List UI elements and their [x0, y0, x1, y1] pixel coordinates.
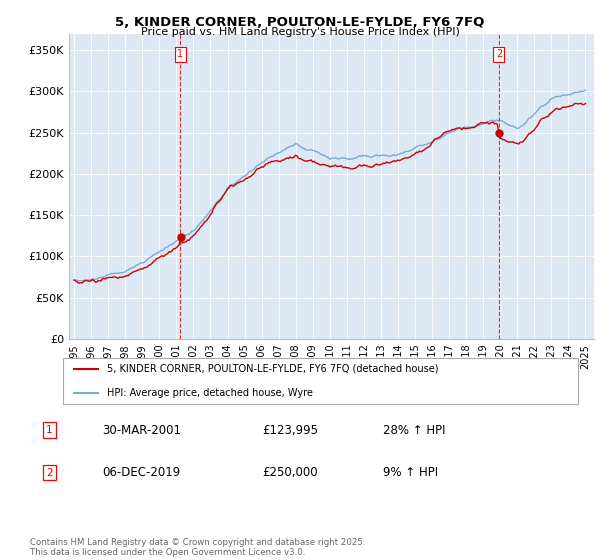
Text: 30-MAR-2001: 30-MAR-2001 — [102, 424, 181, 437]
Text: 2: 2 — [496, 49, 502, 59]
Text: 1: 1 — [178, 49, 184, 59]
Text: £123,995: £123,995 — [262, 424, 318, 437]
Text: 2: 2 — [46, 468, 53, 478]
Text: 9% ↑ HPI: 9% ↑ HPI — [383, 466, 439, 479]
Text: £250,000: £250,000 — [262, 466, 317, 479]
Text: 06-DEC-2019: 06-DEC-2019 — [102, 466, 180, 479]
Text: Contains HM Land Registry data © Crown copyright and database right 2025.
This d: Contains HM Land Registry data © Crown c… — [30, 538, 365, 557]
Text: 5, KINDER CORNER, POULTON-LE-FYLDE, FY6 7FQ: 5, KINDER CORNER, POULTON-LE-FYLDE, FY6 … — [115, 16, 485, 29]
Text: Price paid vs. HM Land Registry's House Price Index (HPI): Price paid vs. HM Land Registry's House … — [140, 27, 460, 37]
Text: 28% ↑ HPI: 28% ↑ HPI — [383, 424, 446, 437]
Text: 1: 1 — [46, 426, 53, 435]
Text: HPI: Average price, detached house, Wyre: HPI: Average price, detached house, Wyre — [107, 388, 313, 398]
Text: 5, KINDER CORNER, POULTON-LE-FYLDE, FY6 7FQ (detached house): 5, KINDER CORNER, POULTON-LE-FYLDE, FY6 … — [107, 364, 439, 374]
FancyBboxPatch shape — [62, 358, 578, 404]
